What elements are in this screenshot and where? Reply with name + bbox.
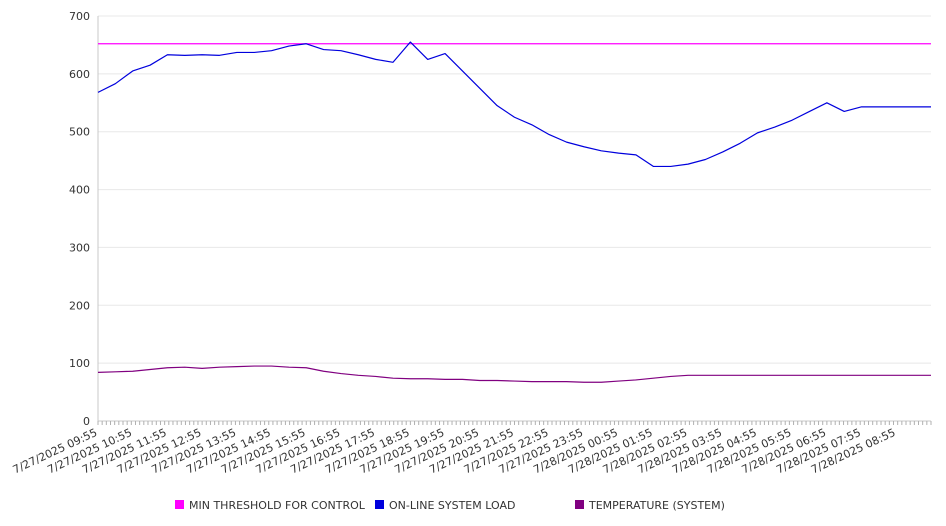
y-tick-label: 0 xyxy=(83,415,90,428)
legend: MIN THRESHOLD FOR CONTROL ON-LINE SYSTEM … xyxy=(175,499,725,512)
legend-label: TEMPERATURE (SYSTEM) xyxy=(588,499,725,512)
y-tick-label: 400 xyxy=(69,184,90,197)
legend-swatch xyxy=(575,500,584,509)
y-tick-label: 200 xyxy=(69,299,90,312)
y-tick-label: 600 xyxy=(69,68,90,81)
y-tick-labels: 0 100 200 300 400 500 600 700 xyxy=(69,10,90,428)
legend-label: ON-LINE SYSTEM LOAD xyxy=(389,499,515,512)
series-line-1 xyxy=(97,41,931,168)
legend-swatch xyxy=(375,500,384,509)
axes xyxy=(97,16,932,425)
series-line-2 xyxy=(97,365,931,383)
series-lines xyxy=(97,41,931,383)
y-tick-label: 300 xyxy=(69,241,90,254)
grid-lines xyxy=(98,15,931,422)
y-tick-label: 500 xyxy=(69,126,90,139)
x-tick-labels: 7/27/2025 09:557/27/2025 10:557/27/2025 … xyxy=(11,426,898,476)
y-tick-label: 700 xyxy=(69,10,90,23)
y-tick-label: 100 xyxy=(69,357,90,370)
legend-label: MIN THRESHOLD FOR CONTROL xyxy=(189,499,366,512)
legend-swatch xyxy=(175,500,184,509)
